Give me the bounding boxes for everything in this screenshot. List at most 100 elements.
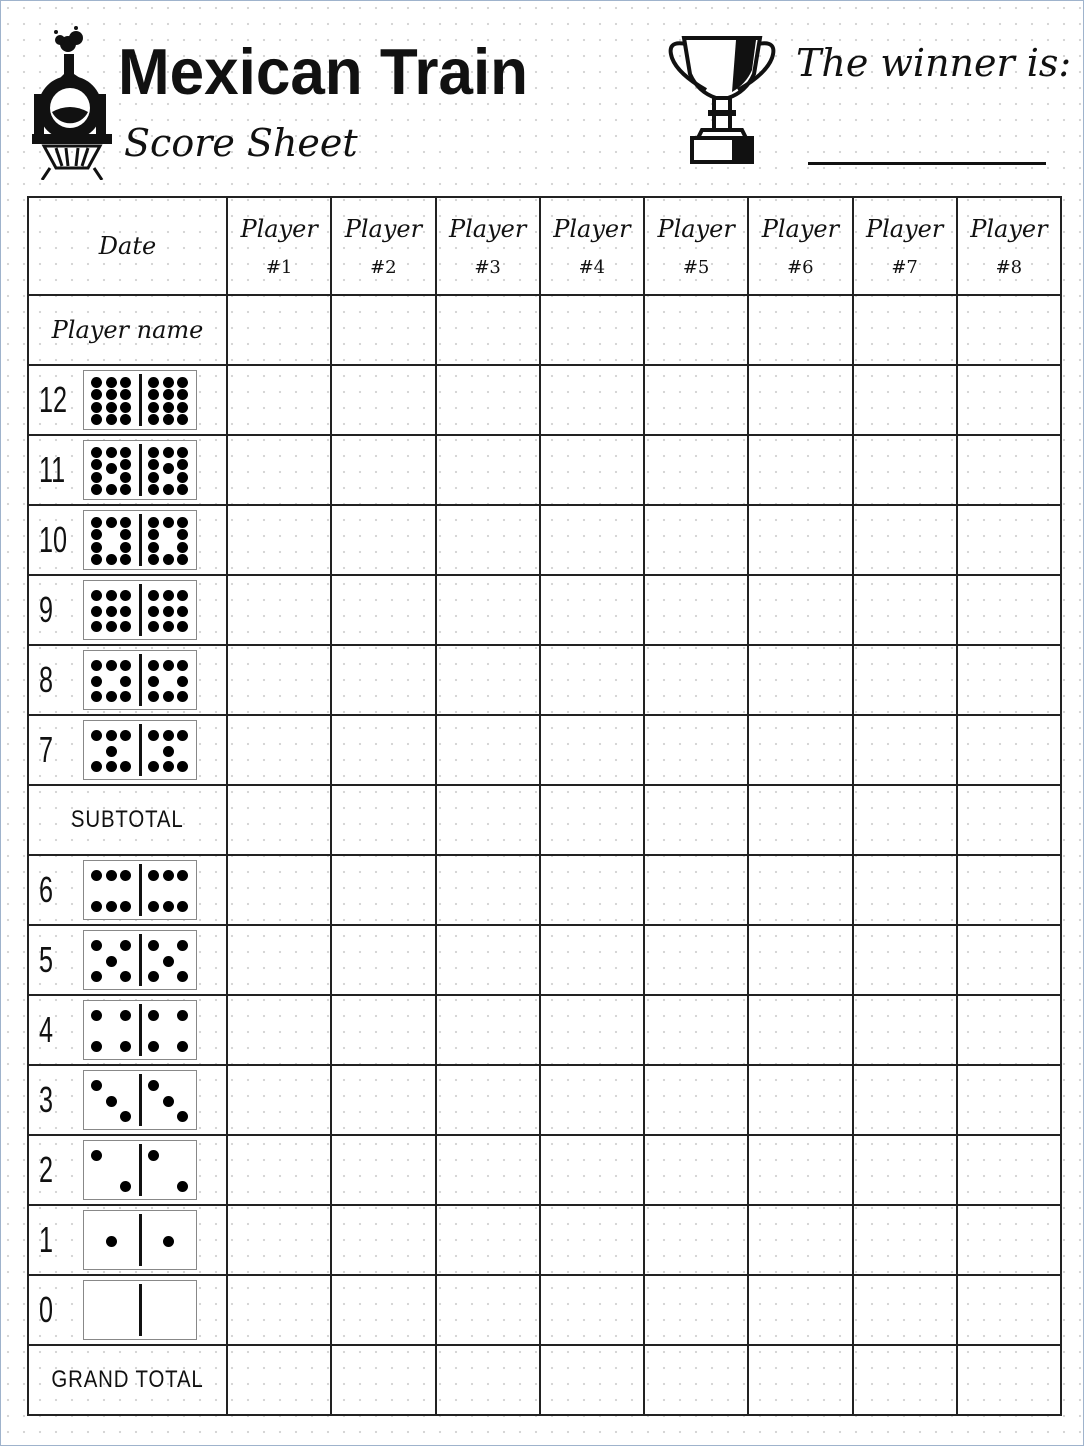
score-cell-player-6[interactable] bbox=[747, 714, 854, 786]
score-cell-player-3[interactable] bbox=[434, 1274, 541, 1346]
score-cell-player-8[interactable] bbox=[955, 1274, 1063, 1346]
score-cell-player-2[interactable] bbox=[330, 644, 437, 716]
score-cell-player-4[interactable] bbox=[538, 574, 646, 646]
score-cell-player-6[interactable] bbox=[747, 1134, 854, 1206]
score-cell-player-4[interactable] bbox=[538, 994, 646, 1066]
score-cell-player-3[interactable] bbox=[434, 1134, 541, 1206]
score-cell-player-2[interactable] bbox=[330, 924, 437, 996]
score-cell-player-2[interactable] bbox=[330, 1204, 437, 1276]
score-cell-player-1[interactable] bbox=[225, 1064, 333, 1136]
score-cell-player-7[interactable] bbox=[851, 364, 958, 436]
score-cell-player-8[interactable] bbox=[955, 574, 1063, 646]
score-cell-player-6[interactable] bbox=[747, 434, 854, 506]
score-cell-player-7[interactable] bbox=[851, 714, 958, 786]
score-cell-player-7[interactable] bbox=[851, 294, 958, 366]
score-cell-player-7[interactable] bbox=[851, 784, 958, 856]
score-cell-player-6[interactable] bbox=[747, 364, 854, 436]
score-cell-player-4[interactable] bbox=[538, 434, 646, 506]
score-cell-player-3[interactable] bbox=[434, 854, 541, 926]
score-cell-player-3[interactable] bbox=[434, 1344, 541, 1416]
score-cell-player-2[interactable] bbox=[330, 714, 437, 786]
score-cell-player-4[interactable] bbox=[538, 1064, 646, 1136]
score-cell-player-5[interactable] bbox=[642, 994, 750, 1066]
score-cell-player-8[interactable] bbox=[955, 854, 1063, 926]
score-cell-player-5[interactable] bbox=[642, 294, 750, 366]
score-cell-player-5[interactable] bbox=[642, 1274, 750, 1346]
score-cell-player-6[interactable] bbox=[747, 1204, 854, 1276]
score-cell-player-6[interactable] bbox=[747, 1064, 854, 1136]
score-cell-player-2[interactable] bbox=[330, 1274, 437, 1346]
score-cell-player-8[interactable] bbox=[955, 714, 1063, 786]
score-cell-player-8[interactable] bbox=[955, 924, 1063, 996]
score-cell-player-4[interactable] bbox=[538, 364, 646, 436]
score-cell-player-7[interactable] bbox=[851, 644, 958, 716]
score-cell-player-4[interactable] bbox=[538, 1274, 646, 1346]
score-cell-player-5[interactable] bbox=[642, 574, 750, 646]
score-cell-player-5[interactable] bbox=[642, 1344, 750, 1416]
score-cell-player-7[interactable] bbox=[851, 504, 958, 576]
score-cell-player-6[interactable] bbox=[747, 1274, 854, 1346]
score-cell-player-7[interactable] bbox=[851, 574, 958, 646]
score-cell-player-4[interactable] bbox=[538, 1344, 646, 1416]
score-cell-player-4[interactable] bbox=[538, 644, 646, 716]
score-cell-player-1[interactable] bbox=[225, 784, 333, 856]
score-cell-player-5[interactable] bbox=[642, 1134, 750, 1206]
date-header[interactable]: Date bbox=[27, 196, 228, 296]
score-cell-player-2[interactable] bbox=[330, 504, 437, 576]
score-cell-player-7[interactable] bbox=[851, 1204, 958, 1276]
score-cell-player-6[interactable] bbox=[747, 574, 854, 646]
score-cell-player-6[interactable] bbox=[747, 924, 854, 996]
score-cell-player-2[interactable] bbox=[330, 1064, 437, 1136]
score-cell-player-8[interactable] bbox=[955, 644, 1063, 716]
score-cell-player-8[interactable] bbox=[955, 994, 1063, 1066]
score-cell-player-5[interactable] bbox=[642, 644, 750, 716]
score-cell-player-5[interactable] bbox=[642, 784, 750, 856]
score-cell-player-8[interactable] bbox=[955, 1134, 1063, 1206]
winner-name-line[interactable] bbox=[808, 162, 1046, 165]
score-cell-player-3[interactable] bbox=[434, 644, 541, 716]
score-cell-player-6[interactable] bbox=[747, 294, 854, 366]
score-cell-player-3[interactable] bbox=[434, 364, 541, 436]
score-cell-player-8[interactable] bbox=[955, 434, 1063, 506]
score-cell-player-7[interactable] bbox=[851, 1134, 958, 1206]
score-cell-player-2[interactable] bbox=[330, 364, 437, 436]
score-cell-player-2[interactable] bbox=[330, 294, 437, 366]
score-cell-player-2[interactable] bbox=[330, 784, 437, 856]
score-cell-player-1[interactable] bbox=[225, 924, 333, 996]
score-cell-player-4[interactable] bbox=[538, 1134, 646, 1206]
score-cell-player-2[interactable] bbox=[330, 1134, 437, 1206]
score-cell-player-1[interactable] bbox=[225, 434, 333, 506]
score-cell-player-3[interactable] bbox=[434, 784, 541, 856]
score-cell-player-5[interactable] bbox=[642, 714, 750, 786]
score-cell-player-8[interactable] bbox=[955, 784, 1063, 856]
score-cell-player-7[interactable] bbox=[851, 1274, 958, 1346]
score-cell-player-7[interactable] bbox=[851, 434, 958, 506]
score-cell-player-4[interactable] bbox=[538, 504, 646, 576]
score-cell-player-4[interactable] bbox=[538, 714, 646, 786]
score-cell-player-1[interactable] bbox=[225, 364, 333, 436]
score-cell-player-3[interactable] bbox=[434, 714, 541, 786]
score-cell-player-2[interactable] bbox=[330, 994, 437, 1066]
score-cell-player-4[interactable] bbox=[538, 1204, 646, 1276]
score-cell-player-1[interactable] bbox=[225, 504, 333, 576]
score-cell-player-1[interactable] bbox=[225, 854, 333, 926]
score-cell-player-5[interactable] bbox=[642, 854, 750, 926]
score-cell-player-5[interactable] bbox=[642, 1204, 750, 1276]
score-cell-player-5[interactable] bbox=[642, 1064, 750, 1136]
score-cell-player-3[interactable] bbox=[434, 574, 541, 646]
score-cell-player-3[interactable] bbox=[434, 434, 541, 506]
score-cell-player-6[interactable] bbox=[747, 854, 854, 926]
score-cell-player-3[interactable] bbox=[434, 1064, 541, 1136]
score-cell-player-7[interactable] bbox=[851, 924, 958, 996]
score-cell-player-8[interactable] bbox=[955, 1344, 1063, 1416]
score-cell-player-8[interactable] bbox=[955, 294, 1063, 366]
score-cell-player-2[interactable] bbox=[330, 434, 437, 506]
score-cell-player-1[interactable] bbox=[225, 1274, 333, 1346]
score-cell-player-6[interactable] bbox=[747, 1344, 854, 1416]
score-cell-player-3[interactable] bbox=[434, 1204, 541, 1276]
score-cell-player-1[interactable] bbox=[225, 1204, 333, 1276]
score-cell-player-8[interactable] bbox=[955, 364, 1063, 436]
score-cell-player-8[interactable] bbox=[955, 504, 1063, 576]
score-cell-player-8[interactable] bbox=[955, 1204, 1063, 1276]
score-cell-player-2[interactable] bbox=[330, 1344, 437, 1416]
